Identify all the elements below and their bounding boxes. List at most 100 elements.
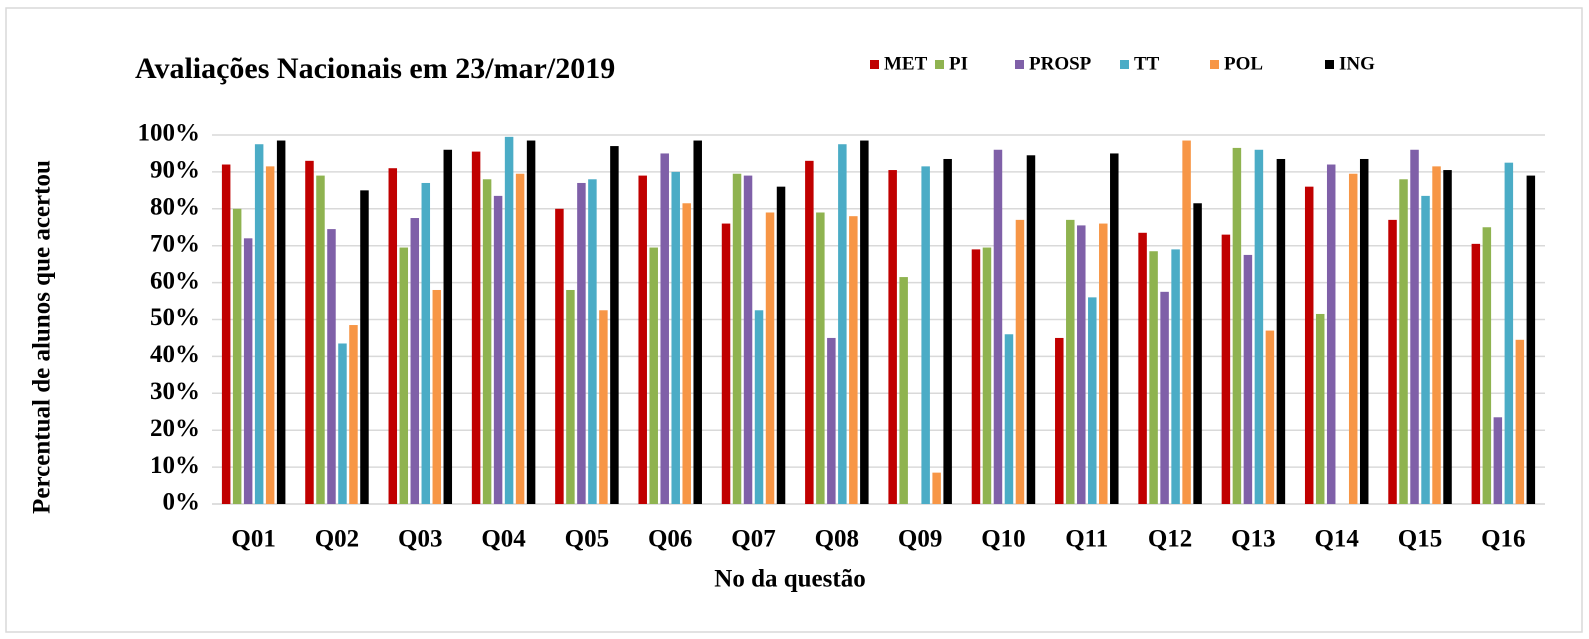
- x-tick-label: Q06: [648, 526, 692, 553]
- bar: [743, 175, 753, 504]
- bar: [388, 168, 398, 504]
- bar: [1315, 313, 1325, 504]
- legend-swatch: [935, 60, 944, 69]
- bar: [1504, 162, 1514, 505]
- bar: [754, 310, 764, 504]
- x-tick-label: Q15: [1398, 526, 1442, 553]
- bar: [555, 208, 564, 505]
- bar: [1410, 149, 1419, 504]
- bar: [265, 166, 275, 505]
- legend-swatch: [1325, 60, 1334, 69]
- bar: [1443, 170, 1452, 504]
- bar: [327, 229, 336, 504]
- bar: [776, 186, 786, 504]
- y-tick-label: 10%: [150, 452, 200, 479]
- bar: [443, 149, 453, 504]
- bar: [682, 203, 691, 504]
- bar: [838, 144, 847, 504]
- bar: [693, 140, 702, 504]
- legend-label: MET: [884, 53, 928, 74]
- bar: [1066, 219, 1075, 504]
- bar: [338, 343, 347, 504]
- bar: [921, 166, 930, 505]
- bar: [410, 218, 420, 504]
- bar: [943, 158, 952, 505]
- bar: [1182, 140, 1191, 504]
- bar: [1015, 219, 1025, 504]
- y-tick-label: 40%: [150, 341, 200, 368]
- x-tick-label: Q01: [231, 526, 275, 553]
- bar: [610, 146, 619, 504]
- bar: [526, 140, 536, 504]
- bar: [1193, 203, 1202, 504]
- bar: [888, 170, 897, 504]
- bar: [1110, 153, 1119, 504]
- x-tick-label: Q12: [1148, 526, 1192, 553]
- legend-swatch: [1120, 60, 1129, 69]
- legend-label: PROSP: [1029, 53, 1092, 74]
- bar: [276, 140, 286, 504]
- bar: [432, 289, 442, 504]
- bar: [471, 151, 481, 505]
- bar: [982, 247, 992, 505]
- bar: [588, 179, 597, 504]
- x-tick-label: Q09: [898, 526, 942, 553]
- bar: [421, 182, 431, 504]
- y-tick-label: 90%: [150, 157, 200, 184]
- bar: [1149, 251, 1158, 504]
- bar: [349, 325, 358, 504]
- y-tick-label: 100%: [138, 120, 201, 147]
- x-tick-label: Q11: [1065, 526, 1108, 553]
- bar: [1265, 330, 1275, 504]
- y-tick-label: 30%: [150, 378, 200, 405]
- x-tick-label: Q14: [1314, 526, 1359, 553]
- bar: [827, 337, 836, 504]
- bar: [1471, 243, 1481, 505]
- bar: [1421, 195, 1430, 504]
- bar: [765, 212, 775, 505]
- legend-swatch: [870, 60, 879, 69]
- bar: [316, 175, 325, 504]
- bar: [566, 289, 575, 504]
- bar: [1055, 337, 1064, 504]
- x-tick-label: Q08: [815, 526, 859, 553]
- bar: [599, 310, 608, 504]
- bar: [504, 136, 514, 504]
- x-tick-label: Q04: [481, 526, 526, 553]
- x-tick-label: Q07: [731, 526, 775, 553]
- bar: [1077, 225, 1086, 504]
- bar: [1254, 149, 1264, 504]
- bar: [1232, 147, 1242, 505]
- bar: [1099, 223, 1108, 504]
- bar: [1482, 227, 1492, 504]
- bar: [1088, 297, 1097, 504]
- bar: [1515, 339, 1525, 504]
- bar: [254, 144, 264, 504]
- chart-title: Avaliações Nacionais em 23/mar/2019: [135, 52, 615, 85]
- bar: [1160, 291, 1169, 504]
- x-tick-label: Q03: [398, 526, 442, 553]
- bar: [660, 153, 669, 504]
- bar: [805, 160, 814, 504]
- bar: [360, 190, 369, 504]
- y-tick-label: 60%: [150, 267, 200, 294]
- y-tick-label: 20%: [150, 415, 200, 442]
- bar: [1348, 173, 1358, 504]
- bar: [1004, 334, 1014, 504]
- bar: [671, 171, 680, 504]
- bar: [849, 216, 858, 504]
- bar: [515, 173, 525, 504]
- bar: [1138, 232, 1147, 504]
- bar: [1221, 234, 1231, 504]
- bar: [721, 223, 731, 504]
- bar: [1171, 249, 1180, 504]
- legend-label: POL: [1224, 53, 1263, 74]
- bar: [993, 149, 1003, 504]
- legend-swatch: [1210, 60, 1219, 69]
- bar: [305, 160, 314, 504]
- bar: [649, 247, 658, 505]
- bar: [232, 208, 242, 505]
- bar: [860, 140, 869, 504]
- x-tick-label: Q02: [315, 526, 359, 553]
